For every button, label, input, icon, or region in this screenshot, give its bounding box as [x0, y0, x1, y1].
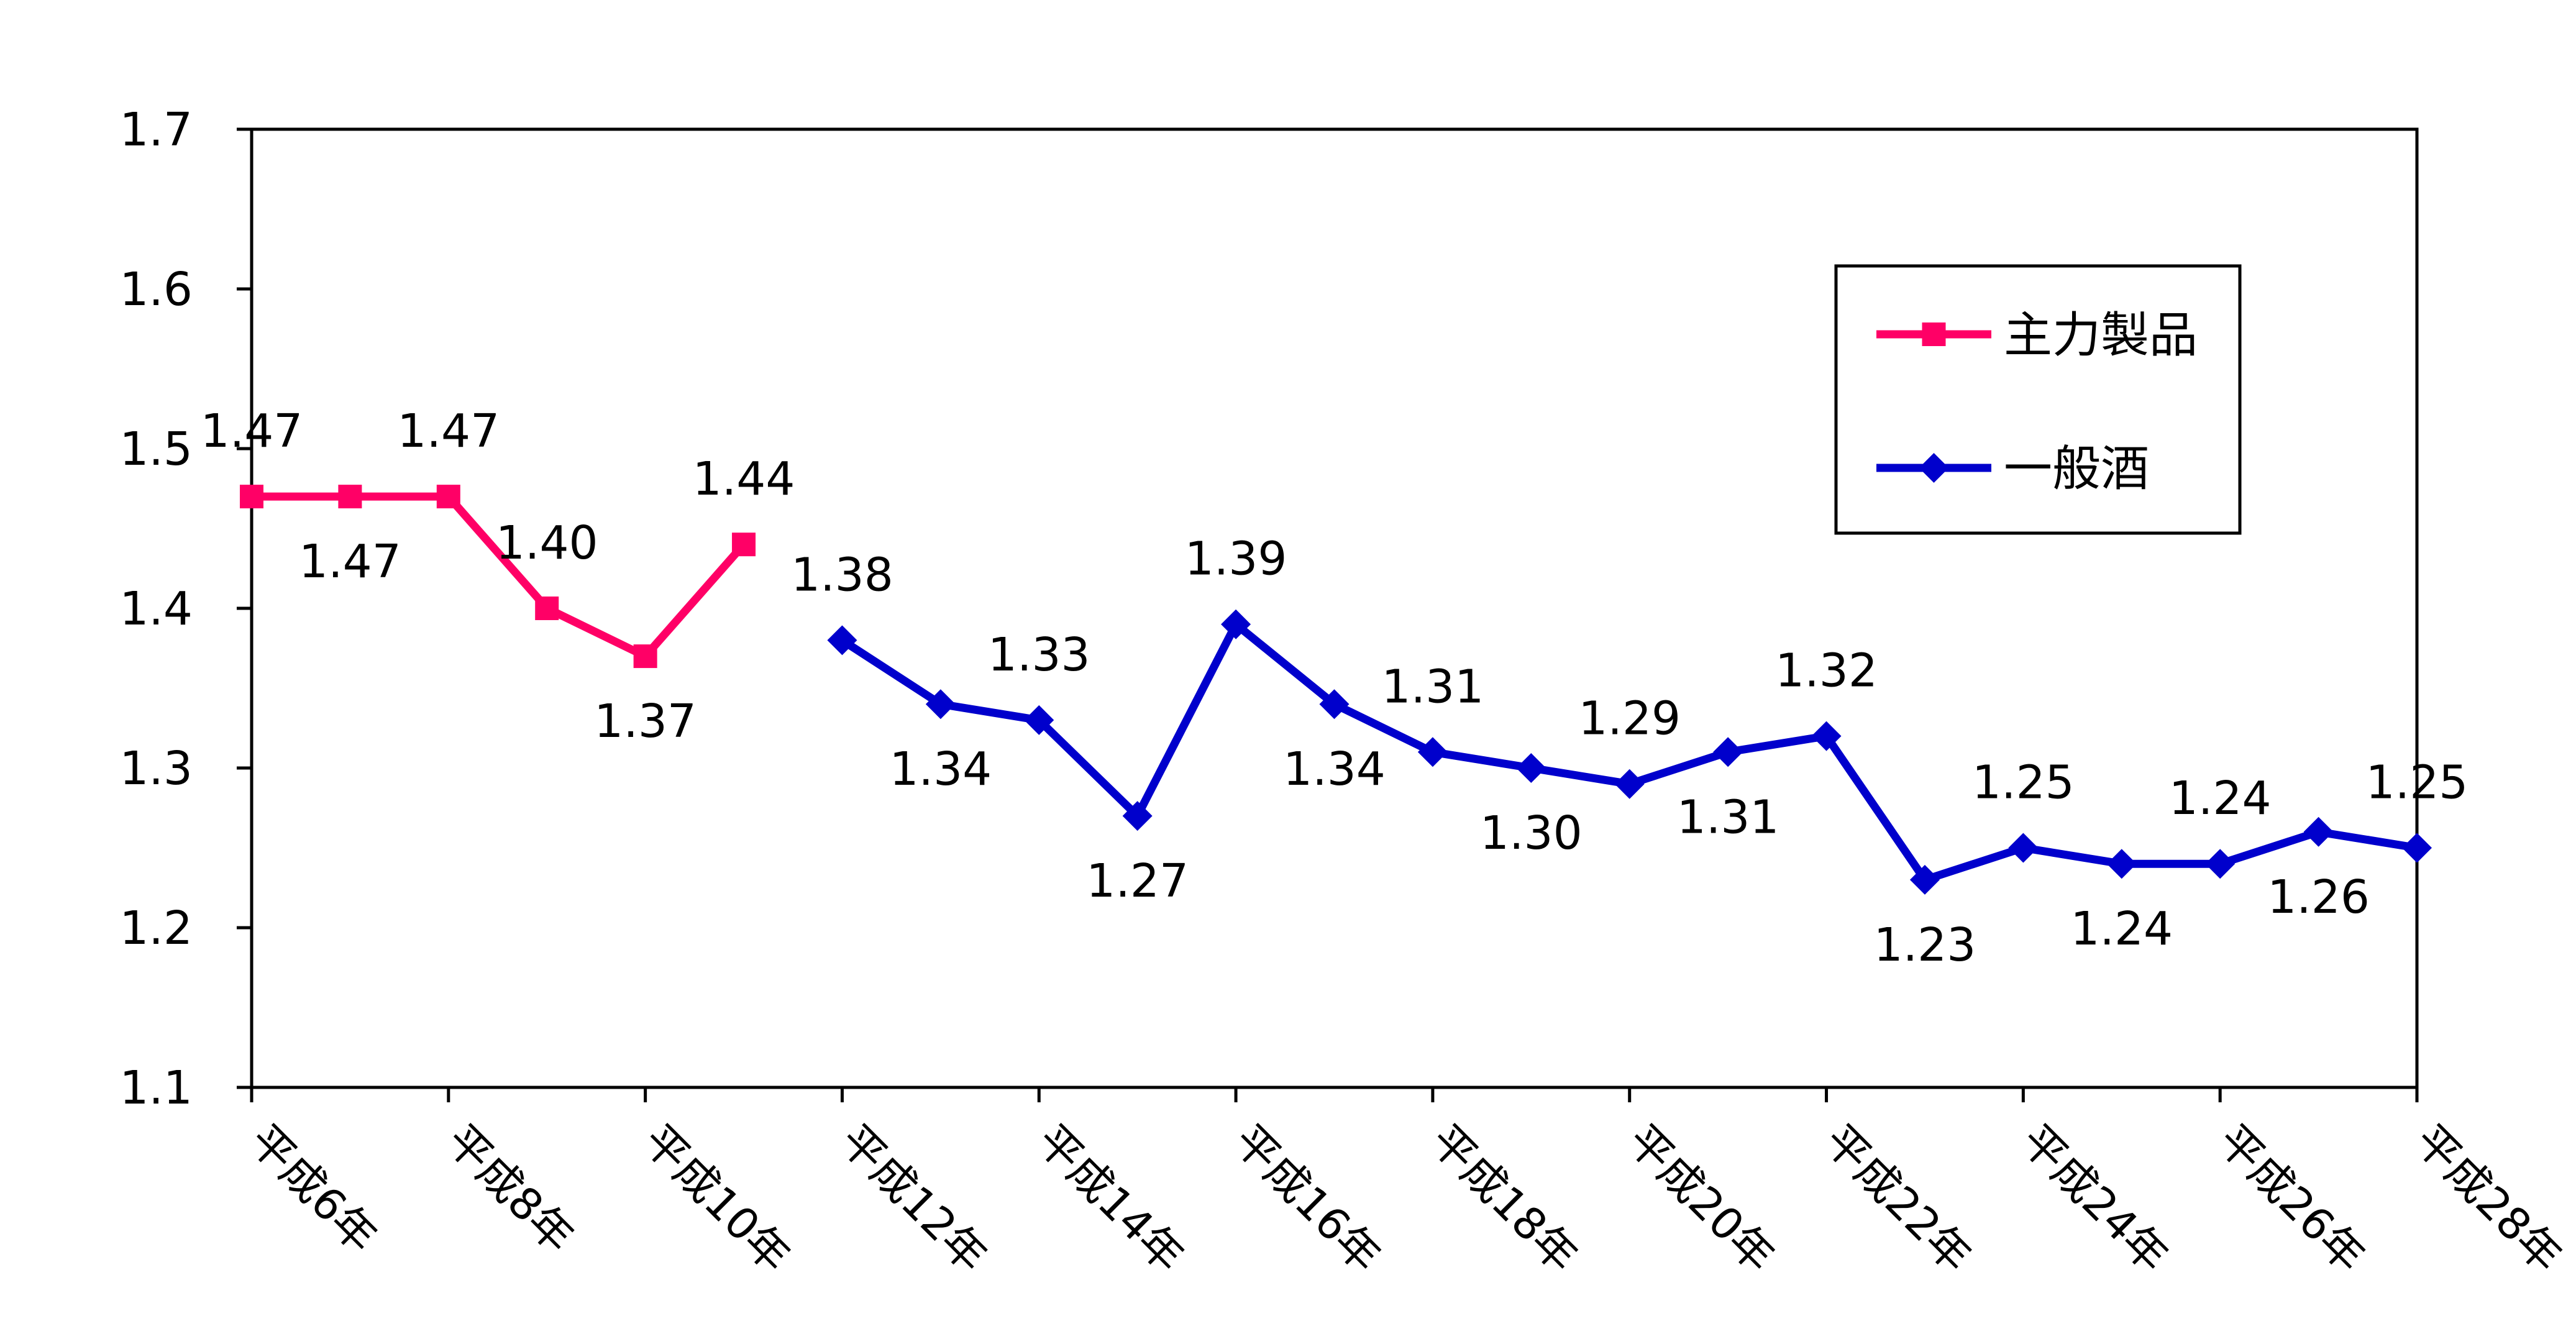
x-tick-label: 平成12年 — [829, 1115, 997, 1282]
data-label: 1.31 — [1382, 660, 1484, 713]
legend-label: 一般酒 — [2004, 441, 2149, 497]
data-point — [827, 625, 857, 656]
data-point — [732, 533, 756, 557]
y-tick-label: 1.1 — [119, 1061, 193, 1115]
x-tick-label: 平成18年 — [1420, 1115, 1587, 1282]
legend-item: 一般酒 — [1876, 441, 2149, 497]
legend-marker — [1919, 453, 1949, 483]
y-tick-label: 1.6 — [119, 263, 193, 316]
data-point — [240, 485, 263, 509]
series-layer — [240, 485, 2432, 895]
data-point — [925, 689, 956, 720]
y-tick-label: 1.5 — [119, 423, 193, 476]
data-point — [436, 485, 460, 509]
data-label: 1.44 — [693, 452, 795, 506]
x-tick-label: 平成16年 — [1223, 1115, 1391, 1282]
data-label: 1.29 — [1578, 692, 1681, 746]
data-label: 1.40 — [496, 516, 598, 570]
x-tick-label: 平成22年 — [1814, 1115, 1981, 1282]
x-tick-label: 平成24年 — [2011, 1115, 2178, 1282]
data-point — [535, 597, 559, 620]
data-label: 1.25 — [1972, 756, 2075, 810]
data-point — [1516, 753, 1546, 783]
x-tick-label: 平成14年 — [1026, 1115, 1194, 1282]
legend-label: 主力製品 — [2004, 308, 2198, 364]
data-point — [1319, 689, 1350, 720]
y-tick-label: 1.4 — [119, 582, 193, 636]
x-tick-label: 平成28年 — [2405, 1115, 2572, 1282]
legend-box — [1834, 264, 2242, 535]
data-label: 1.38 — [791, 548, 893, 601]
data-point — [2205, 849, 2236, 879]
data-point — [2303, 816, 2334, 847]
y-tick-label: 1.3 — [119, 742, 193, 795]
data-label: 1.34 — [1283, 743, 1386, 796]
data-point — [2008, 833, 2039, 863]
data-point — [1614, 769, 1645, 799]
data-label: 1.26 — [2267, 871, 2370, 924]
data-label: 1.23 — [1874, 918, 1976, 972]
x-tick-label: 平成6年 — [239, 1115, 387, 1263]
series-1 — [240, 485, 756, 669]
x-tick-label: 平成20年 — [1617, 1115, 1784, 1282]
y-tick-label: 1.7 — [119, 103, 193, 157]
data-label: 1.24 — [2070, 902, 2173, 956]
data-point — [1811, 721, 1842, 751]
data-label: 1.47 — [397, 405, 500, 458]
x-tick-label: 平成26年 — [2208, 1115, 2375, 1282]
data-label: 1.31 — [1677, 790, 1779, 844]
data-point — [1024, 705, 1054, 735]
data-label: 1.25 — [2366, 756, 2469, 810]
data-label: 1.47 — [201, 405, 303, 458]
data-label: 1.47 — [299, 535, 401, 588]
data-label: 1.34 — [889, 743, 992, 796]
data-label: 1.32 — [1775, 644, 1878, 698]
series-2 — [827, 609, 2432, 895]
data-point — [1417, 737, 1448, 767]
data-point — [1909, 864, 1940, 895]
y-tick-label: 1.2 — [119, 902, 193, 955]
legend-item: 主力製品 — [1876, 308, 2198, 364]
data-point — [1122, 801, 1153, 831]
x-tick-label: 平成10年 — [633, 1115, 800, 1282]
legend-marker — [1922, 322, 1946, 346]
data-labels: 1.47 1.47 1.47 1.40 1.37 1.44 1.38 1.34 1.33 1.27… — [201, 405, 2469, 972]
data-point — [633, 644, 657, 669]
data-point — [2106, 849, 2137, 879]
data-label: 1.39 — [1185, 533, 1287, 586]
data-label: 1.37 — [594, 695, 697, 748]
data-label: 1.33 — [988, 628, 1090, 682]
data-point — [338, 485, 362, 509]
data-label: 1.30 — [1480, 807, 1583, 860]
y-axis: 1.1 1.2 1.3 1.4 1.5 1.6 1.7 — [119, 103, 252, 1115]
data-point — [1713, 737, 1743, 767]
data-point — [2402, 833, 2432, 863]
series-line — [252, 492, 747, 661]
data-point — [1221, 609, 1251, 639]
data-label: 1.27 — [1086, 854, 1189, 908]
data-label: 1.24 — [2169, 772, 2272, 825]
x-tick-label: 平成8年 — [436, 1115, 584, 1263]
x-axis: 平成6年 平成8年 平成10年 平成12年 平成14年 平成16年 平成18年 平成20年 平成… — [239, 1087, 2572, 1283]
